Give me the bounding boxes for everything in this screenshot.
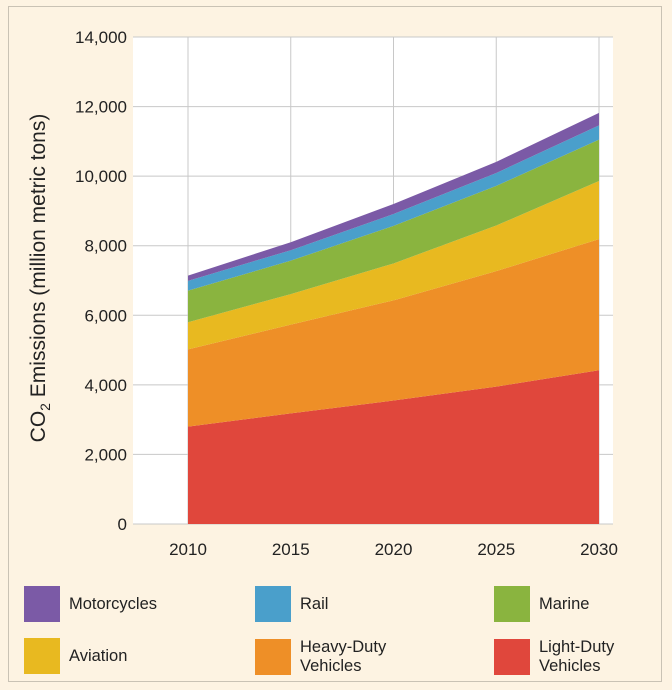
legend-label: Aviation — [69, 646, 128, 665]
area-light-duty-vehicles — [188, 370, 599, 524]
area-motorcycles — [188, 112, 599, 281]
legend-item-aviation: Aviation — [24, 638, 199, 674]
area-aviation — [188, 181, 599, 350]
area-rail — [188, 125, 599, 291]
y-tick-label: 8,000 — [84, 237, 127, 256]
legend-item-heavy-duty-vehicles: Heavy-Duty Vehicles — [255, 638, 420, 676]
area-series — [188, 112, 599, 524]
x-tick-label: 2030 — [580, 540, 618, 559]
y-axis-label: CO2 Emissions (million metric tons) — [27, 114, 53, 443]
legend-swatch — [24, 638, 60, 674]
legend-swatch — [255, 586, 291, 622]
legend-label: Heavy-Duty Vehicles — [300, 638, 387, 675]
legend-swatch — [494, 586, 530, 622]
legend: Motorcycles Rail Marine Aviation Heavy-D… — [24, 584, 654, 684]
legend-label: Light-Duty Vehicles — [539, 638, 615, 675]
legend-swatch — [494, 639, 530, 675]
legend-swatch — [255, 639, 291, 675]
x-tick-labels: 2010 2015 2020 2025 2030 — [169, 540, 618, 559]
area-marine — [188, 139, 599, 323]
x-tick-label: 2020 — [375, 540, 413, 559]
legend-item-motorcycles: Motorcycles — [24, 586, 199, 622]
y-tick-label: 6,000 — [84, 306, 127, 325]
y-tick-label: 0 — [118, 515, 127, 534]
area-heavy-duty-vehicles — [188, 239, 599, 427]
legend-label: Marine — [539, 594, 590, 613]
legend-swatch — [24, 586, 60, 622]
y-tick-label: 12,000 — [75, 98, 127, 117]
x-tick-label: 2025 — [477, 540, 515, 559]
x-tick-label: 2015 — [272, 540, 310, 559]
chart-frame — [8, 6, 662, 682]
legend-label: Rail — [300, 594, 329, 613]
y-tick-label: 10,000 — [75, 167, 127, 186]
y-tick-label: 14,000 — [75, 28, 127, 47]
x-tick-label: 2010 — [169, 540, 207, 559]
legend-label: Motorcycles — [69, 594, 158, 613]
legend-item-light-duty-vehicles: Light-Duty Vehicles — [494, 638, 649, 676]
y-tick-labels: 0 2,000 4,000 6,000 8,000 10,000 12,000 14,000 — [75, 28, 127, 534]
legend-item-marine: Marine — [494, 586, 669, 622]
y-tick-label: 2,000 — [84, 445, 127, 464]
legend-item-rail: Rail — [255, 586, 430, 622]
stacked-area-chart: 02,0004,0006,0008,00010,00012,00014,000 … — [27, 28, 618, 559]
y-tick-label: 4,000 — [84, 376, 127, 395]
